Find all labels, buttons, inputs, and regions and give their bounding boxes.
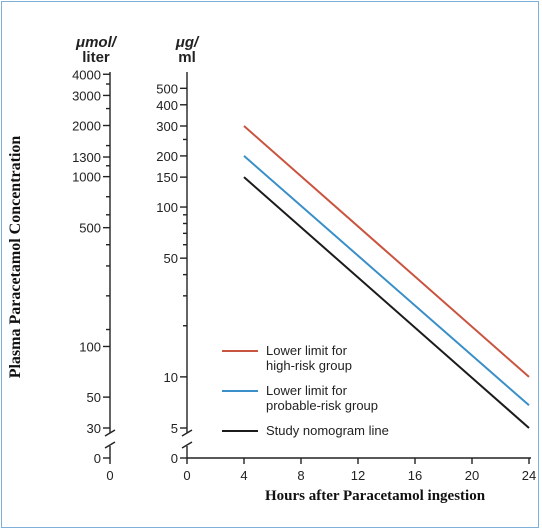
legend-label-1: Lower limit for bbox=[266, 343, 348, 358]
right-unit-label-line2: ml bbox=[178, 49, 196, 66]
y-tick-label-ug-ml: 500 bbox=[156, 81, 178, 96]
series-line-2 bbox=[243, 155, 530, 407]
x-tick-label: 0 bbox=[106, 468, 113, 483]
x-tick-label: 24 bbox=[522, 468, 536, 483]
x-tick-label: 8 bbox=[297, 468, 304, 483]
y-tick-label-umol-liter: 3000 bbox=[72, 88, 101, 103]
right-unit-label-line1: μg/ bbox=[175, 34, 200, 51]
legend-label-3: Study nomogram line bbox=[266, 423, 389, 438]
y-tick-label-ug-ml: 100 bbox=[156, 200, 178, 215]
right-axis-break-mark bbox=[181, 429, 193, 437]
x-tick-label: 20 bbox=[465, 468, 479, 483]
y-tick-label-umol-liter: 500 bbox=[79, 221, 101, 236]
left-unit-label-line2: liter bbox=[82, 49, 110, 66]
series-group bbox=[243, 125, 530, 429]
y-tick-label-ug-ml: 150 bbox=[156, 170, 178, 185]
axes-group: 5105010015020030040050000305010050010001… bbox=[72, 67, 536, 483]
y-tick-label-umol-liter: 4000 bbox=[72, 67, 101, 82]
legend-label-1: high-risk group bbox=[266, 358, 352, 373]
y-tick-label-umol-liter: 30 bbox=[87, 421, 101, 436]
series-line-3 bbox=[243, 176, 530, 429]
y-tick-label-ug-ml: 50 bbox=[164, 251, 178, 266]
left-axis-break-mark bbox=[104, 429, 116, 437]
y-tick-label-umol-liter: 1000 bbox=[72, 170, 101, 185]
x-tick-label: 16 bbox=[408, 468, 422, 483]
y-tick-label-umol-liter: 50 bbox=[87, 390, 101, 405]
y-tick-label-umol-liter: 100 bbox=[79, 339, 101, 354]
legend-label-2: Lower limit for bbox=[266, 383, 348, 398]
left-unit-label-line1: μmol/ bbox=[75, 34, 118, 51]
y-tick-label-ug-ml: 10 bbox=[164, 370, 178, 385]
y-tick-label-ug-ml: 200 bbox=[156, 149, 178, 164]
y-tick-label-ug-ml: 0 bbox=[171, 451, 178, 466]
y-tick-label-umol-liter: 1300 bbox=[72, 150, 101, 165]
y-axis-title: Plasma Paracetamol Concentration bbox=[7, 136, 24, 379]
legend-label-2: probable-risk group bbox=[266, 398, 378, 413]
y-tick-label-ug-ml: 400 bbox=[156, 98, 178, 113]
left-axis-break-mark bbox=[104, 441, 116, 449]
x-tick-label: 12 bbox=[351, 468, 365, 483]
x-tick-label: 0 bbox=[183, 468, 190, 483]
y-tick-label-ug-ml: 300 bbox=[156, 119, 178, 134]
y-tick-label-ug-ml: 5 bbox=[171, 421, 178, 436]
y-tick-label-umol-liter: 0 bbox=[94, 451, 101, 466]
right-axis-break-mark bbox=[181, 441, 193, 449]
series-line-1 bbox=[243, 125, 530, 378]
y-tick-label-umol-liter: 2000 bbox=[72, 119, 101, 134]
x-tick-label: 4 bbox=[240, 468, 247, 483]
x-axis-title: Hours after Paracetamol ingestion bbox=[265, 488, 486, 504]
